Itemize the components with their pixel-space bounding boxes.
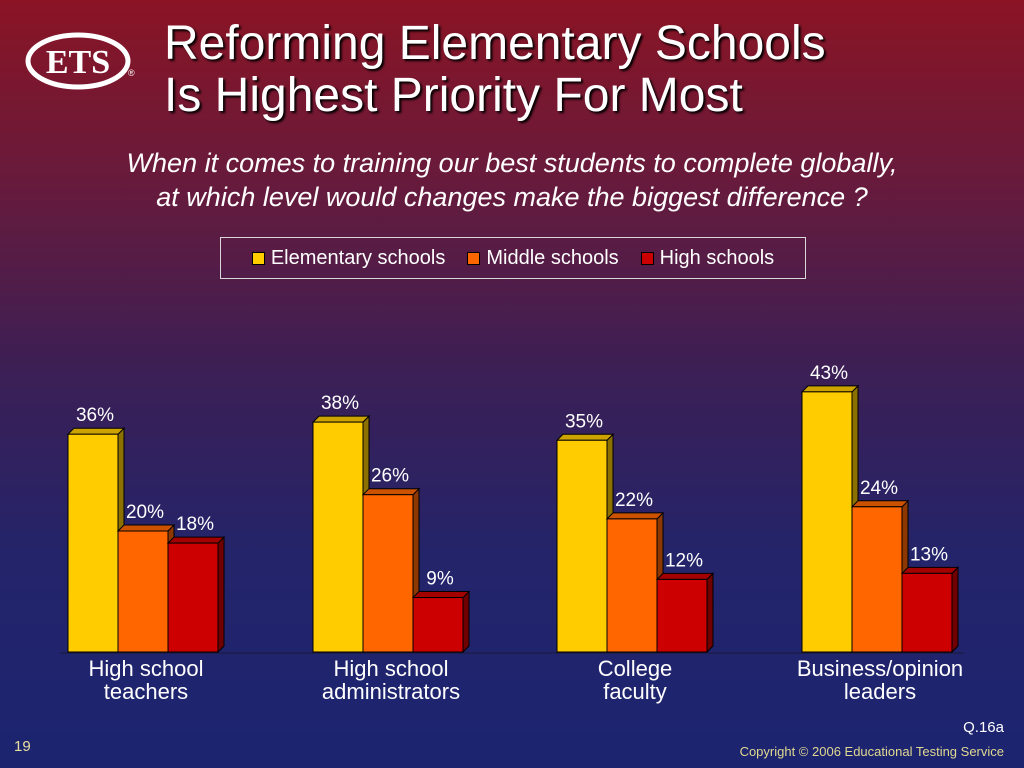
- bar-middle-2: [606, 518, 658, 653]
- value-label-high-2: 12%: [665, 550, 703, 571]
- bar-top-elementary-2: [555, 433, 615, 441]
- bar-high-1: [412, 597, 464, 653]
- svg-text:®: ®: [128, 68, 135, 78]
- bar-elementary-3: [801, 391, 853, 653]
- legend-swatch-elementary: [251, 251, 265, 265]
- title-line-2: Is Highest Priority For Most: [164, 69, 743, 122]
- legend-label-elementary: Elementary schools: [270, 246, 446, 269]
- bar-top-middle-0: [116, 524, 176, 532]
- value-label-middle-3: 24%: [860, 478, 898, 499]
- bar-high-3: [901, 572, 953, 653]
- bar-top-high-1: [411, 591, 471, 599]
- category-label-2-line-1: College: [598, 656, 673, 681]
- bar-side-high-2: [706, 572, 714, 654]
- bar-side-high-1: [462, 590, 470, 654]
- category-label-1-line-2: administrators: [322, 679, 460, 704]
- bar-top-elementary-0: [66, 427, 126, 435]
- category-label-0-line-1: High school: [89, 656, 204, 681]
- category-label-3-line-1: Business/opinion: [797, 656, 963, 681]
- bar-high-0: [167, 542, 219, 653]
- legend-swatch-middle: [467, 251, 481, 265]
- category-label-1-line-1: High school: [334, 656, 449, 681]
- question-line-2: at which level would changes make the bi…: [156, 182, 868, 212]
- value-label-elementary-0: 36%: [76, 405, 114, 426]
- legend-label-high: High schools: [659, 246, 775, 269]
- title-line-1: Reforming Elementary Schools: [164, 17, 826, 70]
- value-label-elementary-1: 38%: [321, 393, 359, 414]
- bar-top-elementary-1: [311, 415, 371, 423]
- value-label-elementary-2: 35%: [565, 411, 603, 432]
- legend-label-middle: Middle schools: [486, 246, 619, 269]
- bar-elementary-0: [67, 433, 119, 653]
- value-label-elementary-3: 43%: [810, 363, 848, 384]
- ets-logo: ETS ®: [25, 32, 135, 90]
- category-label-3-line-2: leaders: [844, 679, 916, 704]
- bar-top-middle-2: [605, 512, 665, 520]
- bar-top-middle-3: [850, 500, 910, 508]
- bar-top-high-2: [655, 572, 715, 580]
- page-number: 19: [14, 738, 31, 755]
- bar-middle-0: [117, 530, 169, 653]
- value-label-middle-0: 20%: [126, 502, 164, 523]
- value-label-high-3: 13%: [910, 544, 948, 565]
- legend-item-elementary: Elementary schools: [251, 246, 446, 270]
- bar-top-high-3: [900, 566, 960, 574]
- value-label-high-1: 9%: [426, 569, 454, 590]
- legend-item-middle: Middle schools: [467, 246, 619, 270]
- svg-text:ETS: ETS: [46, 44, 110, 81]
- bar-elementary-2: [556, 439, 608, 653]
- question-text: When it comes to training our best stude…: [10, 146, 1014, 214]
- bar-elementary-1: [312, 421, 364, 653]
- bar-top-middle-1: [361, 488, 421, 496]
- legend-item-high: High schools: [640, 246, 775, 270]
- question-number: Q.16a: [963, 719, 1004, 736]
- bar-high-2: [656, 578, 708, 653]
- value-label-high-0: 18%: [176, 514, 214, 535]
- bar-side-high-0: [217, 535, 225, 654]
- bar-top-elementary-3: [800, 385, 860, 393]
- page-title: Reforming Elementary Schools Is Highest …: [164, 18, 1004, 122]
- value-label-middle-1: 26%: [371, 466, 409, 487]
- bar-side-high-3: [951, 566, 959, 654]
- category-label-0-line-2: teachers: [104, 679, 188, 704]
- bar-top-high-0: [166, 536, 226, 544]
- question-line-1: When it comes to training our best stude…: [126, 148, 898, 178]
- copyright-notice: Copyright © 2006 Educational Testing Ser…: [739, 744, 1004, 759]
- category-label-2-line-2: faculty: [603, 679, 667, 704]
- value-label-middle-2: 22%: [615, 490, 653, 511]
- bar-middle-1: [362, 494, 414, 653]
- legend-swatch-high: [640, 251, 654, 265]
- bar-middle-3: [851, 506, 903, 653]
- chart-legend: Elementary schools Middle schools High s…: [220, 237, 806, 279]
